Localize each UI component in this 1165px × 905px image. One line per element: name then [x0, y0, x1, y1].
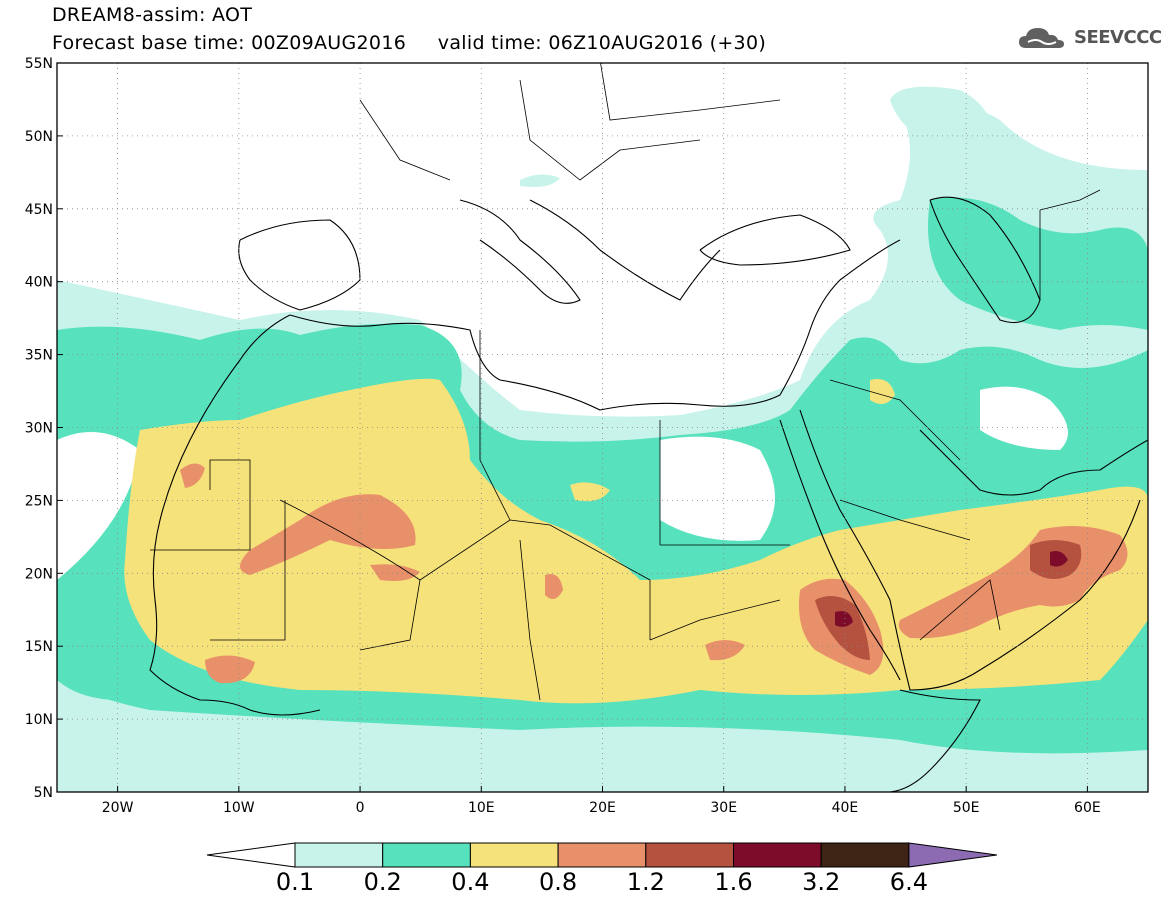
- colorbar-segment: [645, 842, 734, 868]
- colorbar-label: 1.6: [714, 868, 753, 896]
- aot-contour-0.8: [370, 564, 420, 581]
- lon-tick-label: 20E: [589, 800, 616, 816]
- aot-contour-0.2: [928, 197, 1148, 330]
- lat-tick-label: 25N: [25, 493, 53, 509]
- lat-tick-label: 30N: [25, 421, 53, 437]
- base-time-label: Forecast base time:: [52, 32, 245, 54]
- colorbar-segment: [382, 842, 471, 868]
- lon-tick-label: 60E: [1074, 800, 1101, 816]
- colorbar-label: 0.4: [451, 868, 490, 896]
- coastline-persian-gulf: [919, 429, 1148, 496]
- base-time-value: 00Z09AUG2016: [251, 32, 407, 54]
- lat-tick-label: 10N: [25, 712, 53, 728]
- colorbar-label: 0.1: [275, 868, 315, 896]
- coastline-iberia: [238, 219, 361, 311]
- graticule: [57, 63, 1148, 792]
- lat-tick-label: 55N: [25, 56, 53, 72]
- lat-tick-label: 50N: [25, 129, 53, 145]
- aot-contour-0.8: [180, 463, 205, 488]
- coastline-balkans-greece: [529, 199, 721, 301]
- border: [839, 499, 971, 541]
- coastline-northwest-africa: [149, 314, 321, 716]
- coastlines: [149, 196, 1148, 792]
- border: [359, 99, 451, 181]
- lat-tick-label: 40N: [25, 275, 53, 291]
- colorbar: [206, 842, 997, 868]
- border: [600, 63, 781, 121]
- border: [519, 79, 701, 181]
- aot-contour-1.6: [835, 611, 853, 627]
- aot-contour-0.1: [890, 86, 992, 154]
- colorbar-label: 0.2: [363, 868, 402, 896]
- aot-clear-area: [660, 436, 775, 541]
- lon-tick-label: 0: [356, 800, 365, 816]
- colorbar-label: 6.4: [889, 868, 928, 896]
- colorbar-label: 3.2: [802, 868, 841, 896]
- border: [1039, 189, 1101, 211]
- border: [649, 599, 781, 641]
- lon-tick-label: 20W: [102, 800, 134, 816]
- aot-contour-1.6: [1050, 551, 1068, 567]
- cloud-icon: [1019, 28, 1064, 48]
- lon-tick-label: 50E: [953, 800, 980, 816]
- coastline-arabia: [799, 409, 1141, 691]
- logo-text: SEEVCCC: [1074, 27, 1162, 48]
- colorbar-labels: 0.1 0.2 0.4 0.8 1.2 1.6 3.2 6.4: [0, 868, 1165, 898]
- lat-tick-label: 20N: [25, 566, 53, 582]
- latitude-axis: 55N 50N 45N 40N 35N 30N 25N 20N 15N 10N 5N: [25, 56, 63, 801]
- coastline-mediterranean: [289, 239, 901, 411]
- aot-contour-0.4: [870, 379, 895, 404]
- aot-contour-0.8: [205, 655, 255, 684]
- border: [829, 379, 961, 461]
- colorbar-under-arrow: [206, 842, 296, 868]
- aot-contour-0.1: [520, 174, 560, 187]
- aot-contour-0.4: [124, 378, 1148, 704]
- colorbar-segment: [733, 842, 822, 868]
- aot-contour-0.8: [240, 494, 416, 575]
- map-subtitle: Forecast base time: 00Z09AUG2016 valid t…: [52, 32, 766, 54]
- aot-contour-0.8: [705, 640, 745, 661]
- border: [919, 579, 1001, 641]
- lat-tick-label: 5N: [34, 785, 53, 801]
- aot-clear-area: [980, 386, 1068, 450]
- colorbar-segment: [820, 842, 910, 868]
- aot-contour-0.2: [57, 560, 120, 700]
- aot-contour-0.4: [570, 482, 610, 502]
- colorbar-label: 0.8: [539, 868, 578, 896]
- border: [509, 519, 651, 640]
- lat-tick-label: 15N: [25, 639, 53, 655]
- lon-tick-label: 40E: [832, 800, 859, 816]
- colorbar-segment: [294, 842, 384, 868]
- colorbar-label: 1.2: [626, 868, 665, 896]
- map-title: DREAM8-assim: AOT: [52, 4, 253, 26]
- coastline-black-sea: [699, 214, 851, 266]
- colorbar-segment: [557, 842, 647, 868]
- coastline-horn-of-africa: [889, 689, 981, 792]
- lat-tick-label: 35N: [25, 348, 53, 364]
- valid-time-value: 06Z10AUG2016 (+30): [548, 32, 767, 54]
- border: [150, 459, 251, 551]
- border: [519, 539, 541, 701]
- longitude-axis: 20W 10W 0 10E 20E 30E 40E 50E 60E: [102, 786, 1101, 816]
- colorbar-segment: [469, 842, 559, 868]
- country-borders: [150, 63, 1101, 701]
- border: [479, 330, 511, 521]
- colorbar-over-arrow: [908, 842, 997, 868]
- coastline-caspian-sea: [929, 196, 1041, 324]
- aot-field: [57, 86, 1148, 792]
- lat-tick-label: 45N: [25, 202, 53, 218]
- border: [210, 500, 286, 641]
- coastline-red-sea: [779, 419, 901, 681]
- lon-tick-label: 10W: [223, 800, 255, 816]
- seevccc-logo: SEEVCCC: [1018, 24, 1162, 54]
- border: [359, 579, 421, 651]
- aot-clear-area: [57, 432, 140, 580]
- lon-tick-label: 30E: [710, 800, 737, 816]
- lon-tick-label: 10E: [468, 800, 495, 816]
- valid-time-label: valid time:: [437, 32, 542, 54]
- coastline-italy: [459, 199, 581, 304]
- aot-contour-0.8: [545, 574, 563, 599]
- aot-contour-1.2: [815, 596, 870, 660]
